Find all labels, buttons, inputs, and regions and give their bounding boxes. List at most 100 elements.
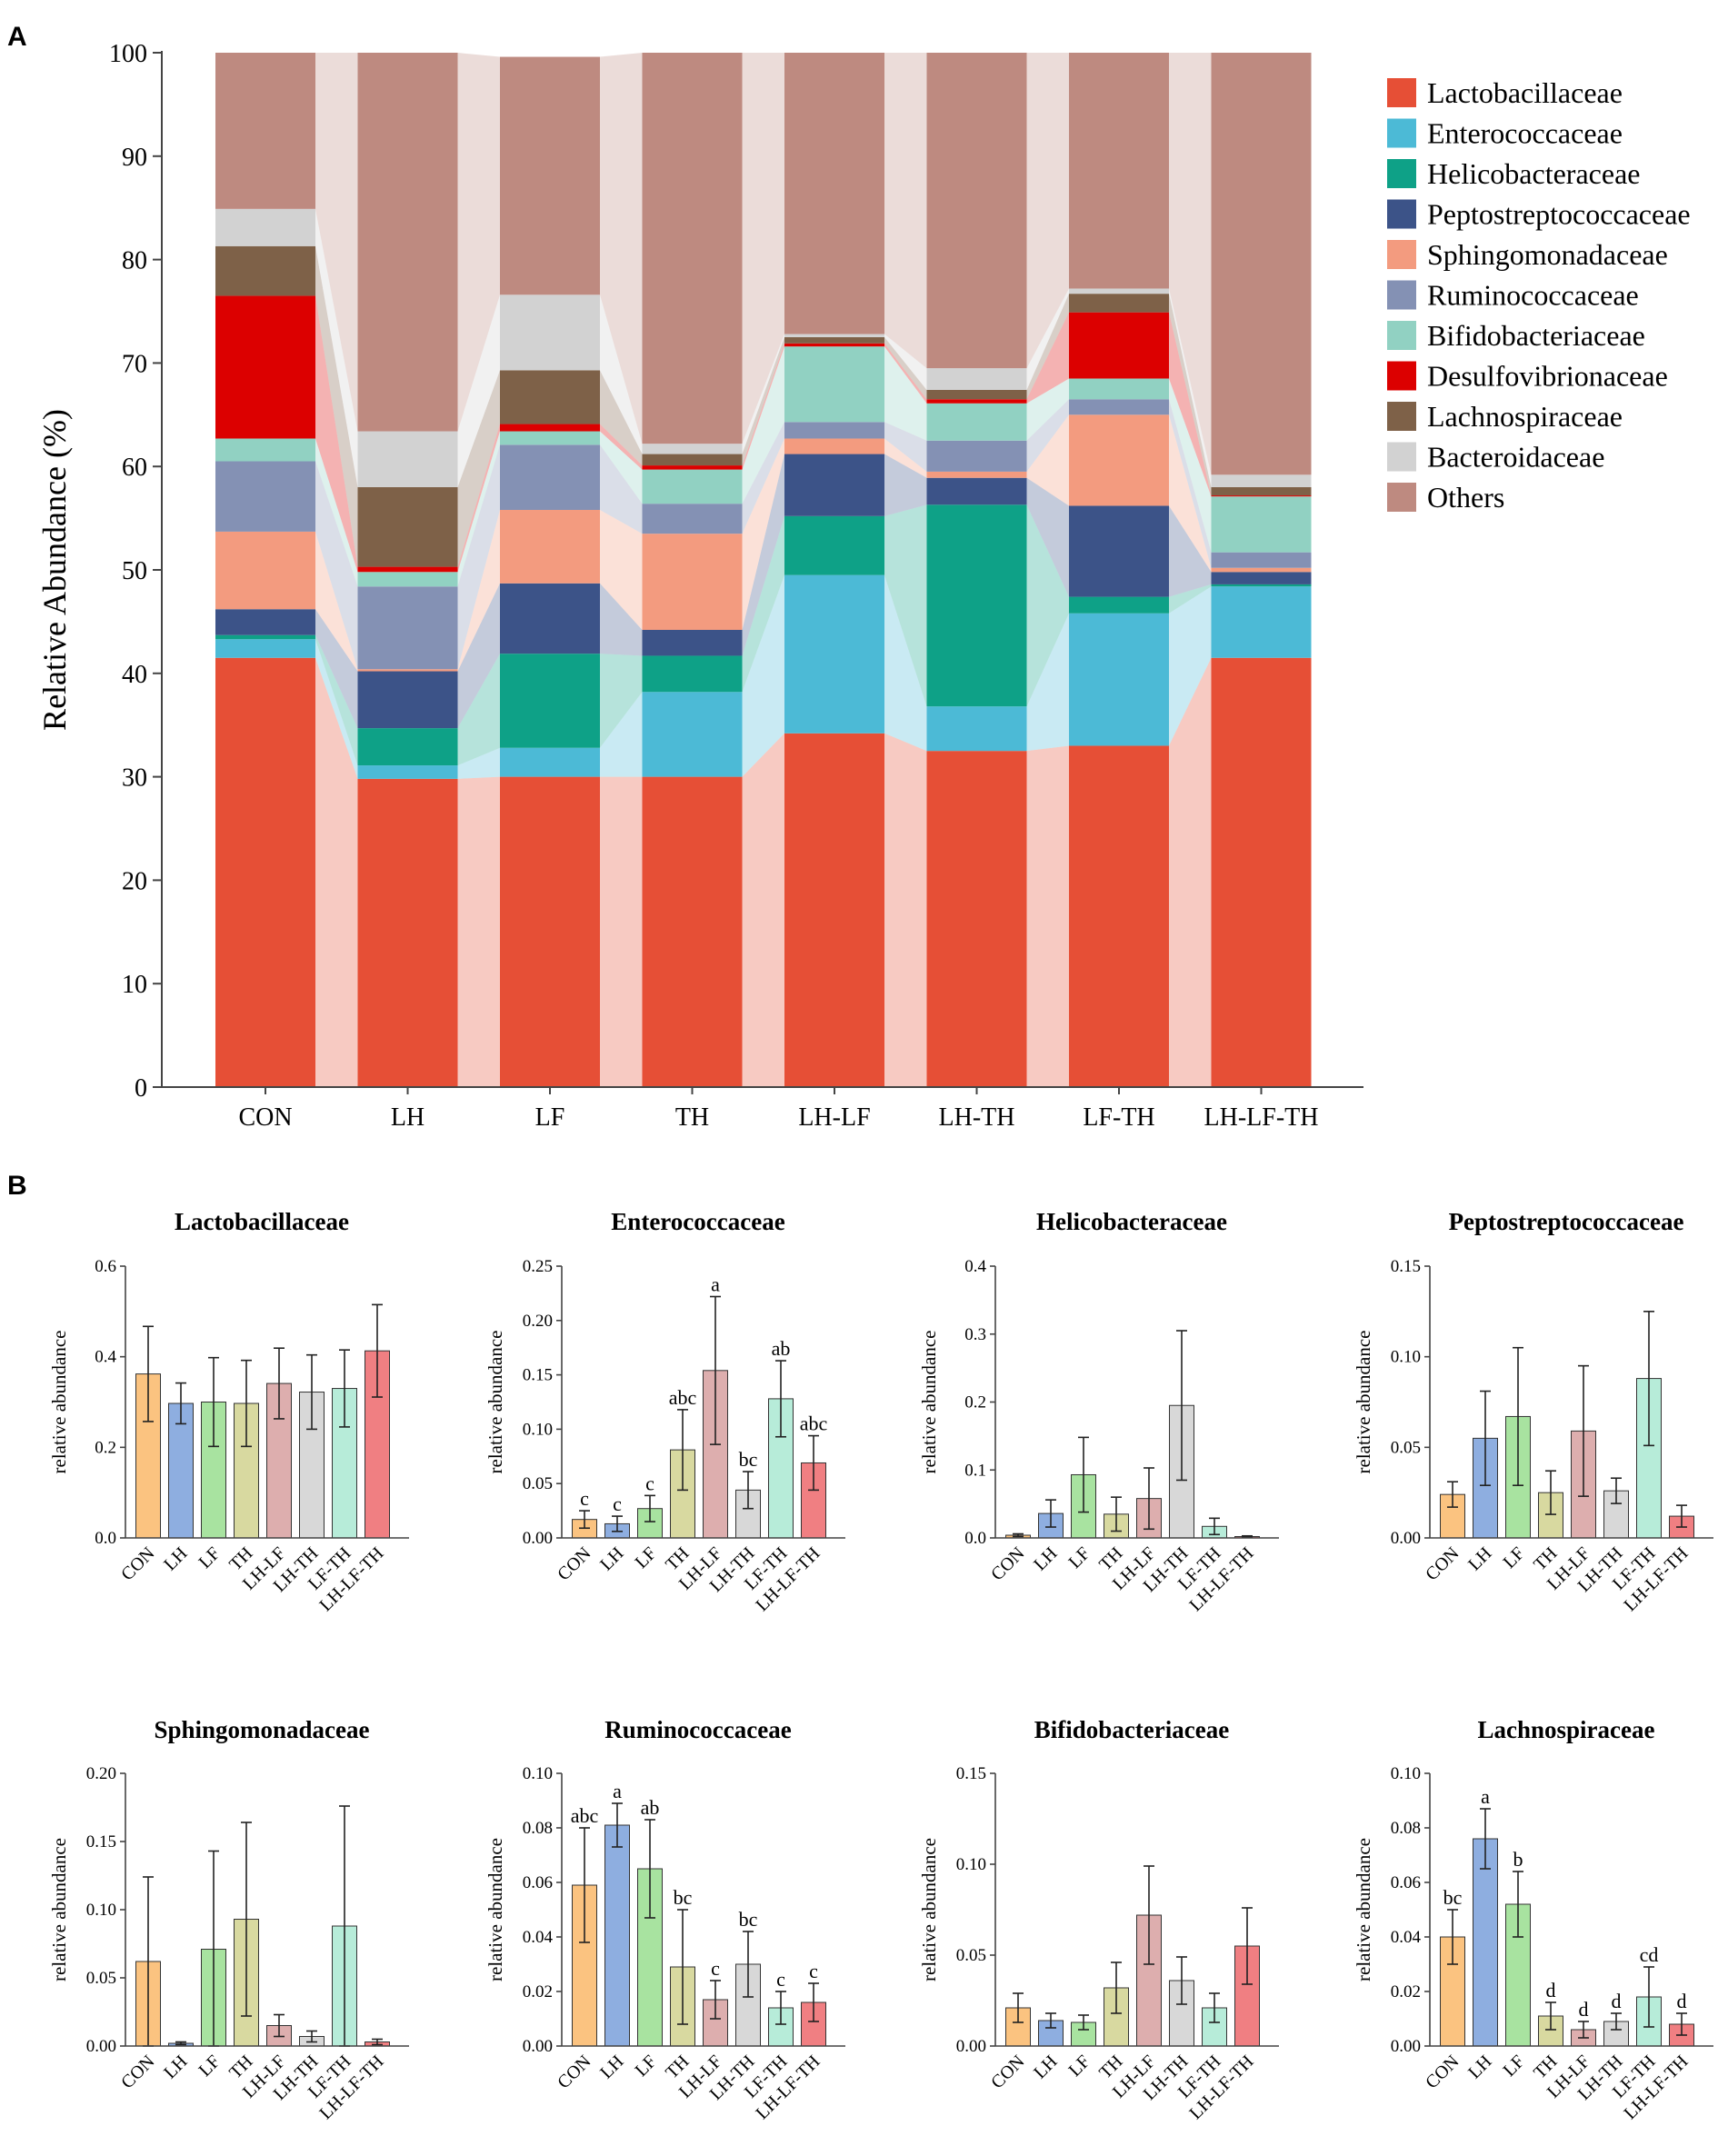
band-peptostreptococcaceae-con	[315, 609, 358, 729]
bar-lf-th-others	[1069, 53, 1169, 289]
bar-th-others	[642, 53, 743, 444]
significance-letter: bc	[739, 1448, 758, 1471]
band-enterococcaceae-con	[315, 639, 358, 779]
significance-letter: a	[1481, 1785, 1490, 1808]
band-desulfovibrionaceae-th	[742, 343, 784, 470]
band-bacteroidaceae-th	[742, 334, 784, 454]
bar-lf-th-enterococcaceae	[1069, 613, 1169, 746]
panel-b-label: B	[7, 1171, 27, 1201]
bar-lh-lf-th-bifidobacteriaceae	[1211, 496, 1312, 553]
x-tick-label: LF	[1499, 2051, 1528, 2081]
legend-label-lactobacillaceae: Lactobacillaceae	[1427, 76, 1623, 109]
significance-letter: bc	[674, 1886, 693, 1909]
band-lachnospiraceae-lh-th	[1026, 294, 1069, 400]
y-tick-label: 0.0	[964, 1529, 986, 1548]
bar-lh-lf-th-ruminococcaceae	[1211, 552, 1312, 568]
bar-th-sphingomonadaceae	[642, 534, 743, 631]
band-bacteroidaceae-con	[315, 208, 358, 487]
y-tick-label: 80	[122, 247, 147, 275]
y-tick-label: 0.2	[964, 1393, 986, 1412]
bar-lh-lf-bifidobacteriaceae	[784, 346, 884, 423]
band-bifidobacteriaceae-lf	[600, 431, 643, 504]
legend-swatch-sphingomonadaceae	[1387, 240, 1416, 269]
bar-lf-sphingomonadaceae	[500, 509, 600, 584]
y-tick-label: 0.05	[956, 1946, 986, 1965]
bar-lh-desulfovibrionaceae	[357, 566, 458, 573]
y-tick-label: 0.20	[86, 1764, 116, 1783]
small-chart-title: Bifidobacteriaceae	[1034, 1716, 1229, 1743]
bar-lf-helicobacteraceae	[500, 654, 600, 748]
bar-lh-lf-th-helicobacteraceae	[1211, 584, 1312, 587]
bar-con-sphingomonadaceae	[215, 531, 315, 610]
x-tick-label: LH	[596, 1543, 627, 1574]
x-tick-label: CON	[554, 2051, 594, 2092]
small-chart-title: Ruminococcaceae	[604, 1716, 791, 1743]
band-others-lh	[457, 53, 500, 432]
y-tick-label: 0.4	[964, 1257, 986, 1276]
bar-th-peptostreptococcaceae	[642, 630, 743, 656]
bar-lh	[168, 1402, 194, 1539]
bar-con-helicobacteraceae	[215, 634, 315, 640]
y-tick-label: 0.00	[956, 2037, 986, 2056]
band-lachnospiraceae-lf	[600, 370, 643, 466]
band-others-lf	[600, 53, 643, 444]
band-enterococcaceae-lh-lf	[884, 574, 927, 752]
bar-lh-th-others	[926, 53, 1027, 369]
y-tick-label: 0.15	[523, 1366, 553, 1385]
bar-th-desulfovibrionaceae	[642, 465, 743, 470]
band-bifidobacteriaceae-lh-th	[1026, 378, 1069, 441]
x-tick-label: LH	[160, 1543, 191, 1574]
bar-con-peptostreptococcaceae	[215, 609, 315, 635]
bar-lf-th-sphingomonadaceae	[1069, 414, 1169, 506]
y-tick-label: 0.00	[86, 2037, 116, 2056]
legend-swatch-bifidobacteriaceae	[1387, 321, 1416, 350]
band-sphingomonadaceae-lh-th	[1026, 414, 1069, 506]
y-tick-label: 0.15	[86, 1832, 116, 1852]
bar-lh-lf-th-bacteroidaceae	[1211, 474, 1312, 487]
bar-lf-th-peptostreptococcaceae	[1069, 505, 1169, 597]
x-tick-label: CON	[1422, 2051, 1463, 2092]
y-tick-label: 0.1	[964, 1461, 986, 1480]
bar-lh-th-ruminococcaceae	[926, 440, 1027, 472]
band-desulfovibrionaceae-lh	[457, 424, 500, 573]
band-helicobacteraceae-lf	[600, 654, 643, 748]
bar-lh-lf-peptostreptococcaceae	[784, 454, 884, 516]
legend-swatch-lactobacillaceae	[1387, 78, 1416, 107]
y-axis-title: relative abundance	[48, 1331, 70, 1474]
x-tick-label: CON	[987, 1543, 1028, 1584]
band-helicobacteraceae-lh-lf	[884, 504, 927, 707]
bar-lh-bacteroidaceae	[357, 431, 458, 487]
legend-swatch-others	[1387, 483, 1416, 512]
y-tick-label: 0.10	[523, 1764, 553, 1783]
significance-letter: d	[1546, 1979, 1556, 2001]
x-tick-label: CON	[238, 1103, 292, 1132]
bar-lh-ruminococcaceae	[357, 586, 458, 670]
x-tick-label: CON	[1422, 1543, 1463, 1584]
bar-lh-lf-th-enterococcaceae	[1211, 586, 1312, 658]
band-desulfovibrionaceae-con	[315, 295, 358, 573]
band-sphingomonadaceae-th	[742, 438, 784, 631]
band-bifidobacteriaceae-lf-th	[1169, 378, 1212, 553]
bar-lh-lf-th-lachnospiraceae	[1211, 486, 1312, 496]
significance-letter: a	[613, 1780, 622, 1802]
band-ruminococcaceae-lh-lf	[884, 422, 927, 472]
bar-lh-lf-th-others	[1211, 53, 1312, 475]
bar-th-lachnospiraceae	[642, 454, 743, 466]
legend-label-ruminococcaceae: Ruminococcaceae	[1427, 279, 1639, 312]
small-chart-ruminococcaceae: RuminococcaceaeabcCONaLHabLFbcTHcLH-LFbc…	[484, 1716, 845, 2123]
band-bifidobacteriaceae-lh-lf	[884, 346, 927, 441]
bar-con-lachnospiraceae	[215, 245, 315, 296]
bar-lf-th-bacteroidaceae	[1069, 288, 1169, 294]
y-tick-label: 90	[122, 144, 147, 172]
small-chart-title: Lactobacillaceae	[175, 1208, 349, 1235]
significance-letter: cd	[1640, 1943, 1659, 1966]
significance-letter: bc	[739, 1908, 758, 1931]
small-chart-title: Lachnospiraceae	[1478, 1716, 1655, 1743]
small-chart-title: Helicobacteraceae	[1036, 1208, 1227, 1235]
legend-label-helicobacteraceae: Helicobacteraceae	[1427, 157, 1640, 190]
legend-swatch-lachnospiraceae	[1387, 402, 1416, 431]
